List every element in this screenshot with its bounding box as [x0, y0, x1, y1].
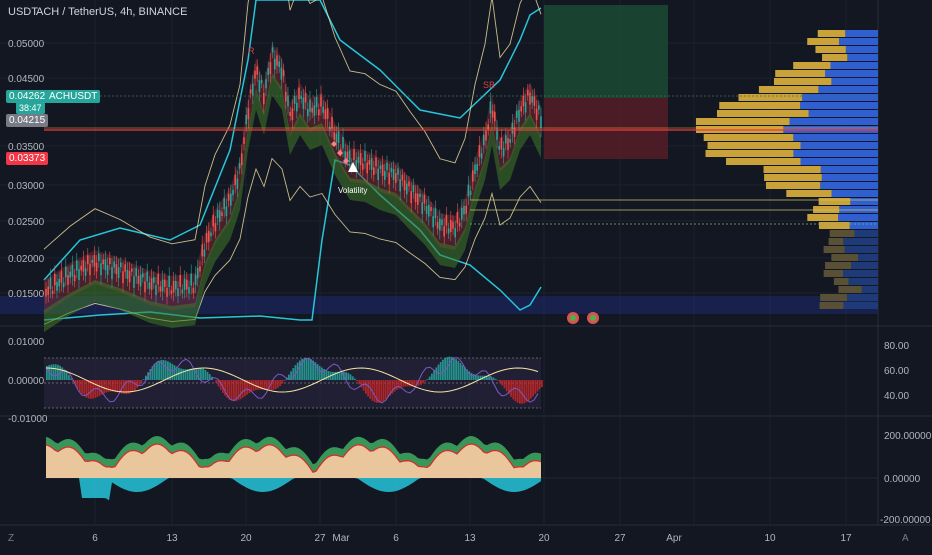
price-tick: 0.04500 [8, 74, 45, 85]
stop-zone[interactable] [544, 98, 668, 159]
time-tick-month: Mar [332, 533, 350, 544]
osc1-right-tick: 40.00 [884, 391, 909, 402]
osc2-right-tick: -200.00000 [880, 515, 931, 526]
time-tick: 10 [764, 533, 776, 544]
target-zone[interactable] [544, 5, 668, 98]
price-tick: 0.02000 [8, 254, 45, 265]
auto-scale-icon[interactable]: A [902, 533, 909, 544]
osc1-right-tick: 60.00 [884, 366, 909, 377]
time-tick: 13 [464, 533, 476, 544]
time-tick: 13 [166, 533, 178, 544]
price-tick: 0.02500 [8, 217, 45, 228]
ref-price-tag: 0.04215 [6, 114, 48, 127]
osc2-right-tick: 0.00000 [884, 474, 921, 485]
time-tick: 17 [840, 533, 852, 544]
osc1-left-tick: -0.01000 [8, 414, 48, 425]
osc1-left-tick: 0.00000 [8, 376, 45, 387]
price-tick: 0.03000 [8, 181, 45, 192]
time-tick-month: Apr [666, 533, 682, 544]
time-tick: 27 [314, 533, 326, 544]
signal-label-b: SB [483, 80, 495, 90]
signal-label-a: R [248, 46, 255, 56]
time-tick: 27 [614, 533, 626, 544]
symbol-title[interactable]: ACH / TetherUS, 4h, BINANCE [36, 6, 187, 18]
time-tick: 6 [92, 533, 98, 544]
volatility-label: Volatility [338, 186, 367, 195]
ticker-tag: ACHUSDT [46, 90, 100, 103]
timezone-icon[interactable]: Z [8, 533, 14, 544]
osc2-right-tick: 200.00000 [884, 431, 932, 442]
price-tick: 0.01500 [8, 289, 45, 300]
osc1-right-tick: 80.00 [884, 341, 909, 352]
countdown-tag: 38:47 [16, 102, 45, 114]
price-tick: 0.05000 [8, 39, 45, 50]
currency-label: USDT [8, 6, 38, 18]
time-tick: 6 [393, 533, 399, 544]
osc1-left-tick: 0.01000 [8, 337, 45, 348]
time-tick: 20 [240, 533, 252, 544]
red-price-tag: 0.03373 [6, 152, 48, 165]
time-tick: 20 [538, 533, 550, 544]
